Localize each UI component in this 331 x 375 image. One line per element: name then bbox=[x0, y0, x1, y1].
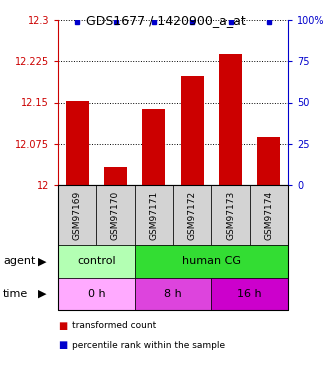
Bar bbox=[181, 76, 204, 185]
Bar bbox=[219, 54, 242, 185]
Text: transformed count: transformed count bbox=[72, 321, 156, 330]
Bar bbox=[66, 101, 89, 185]
Bar bbox=[142, 109, 165, 185]
Text: GSM97173: GSM97173 bbox=[226, 190, 235, 240]
Text: GSM97169: GSM97169 bbox=[73, 190, 82, 240]
Text: ■: ■ bbox=[58, 340, 67, 350]
Text: ▶: ▶ bbox=[38, 256, 46, 267]
Text: GSM97170: GSM97170 bbox=[111, 190, 120, 240]
Text: time: time bbox=[3, 289, 28, 299]
Text: GDS1677 / 1420900_a_at: GDS1677 / 1420900_a_at bbox=[86, 14, 245, 27]
Text: GSM97172: GSM97172 bbox=[188, 190, 197, 240]
Text: 16 h: 16 h bbox=[237, 289, 262, 299]
Text: 8 h: 8 h bbox=[164, 289, 182, 299]
Text: control: control bbox=[77, 256, 116, 267]
Text: GSM97174: GSM97174 bbox=[264, 190, 273, 240]
Text: ■: ■ bbox=[58, 321, 67, 331]
Text: 0 h: 0 h bbox=[87, 289, 105, 299]
Text: ▶: ▶ bbox=[38, 289, 46, 299]
Bar bbox=[257, 137, 280, 185]
Text: percentile rank within the sample: percentile rank within the sample bbox=[72, 340, 225, 350]
Text: agent: agent bbox=[3, 256, 35, 267]
Bar bbox=[104, 167, 127, 185]
Text: GSM97171: GSM97171 bbox=[149, 190, 158, 240]
Text: human CG: human CG bbox=[182, 256, 241, 267]
